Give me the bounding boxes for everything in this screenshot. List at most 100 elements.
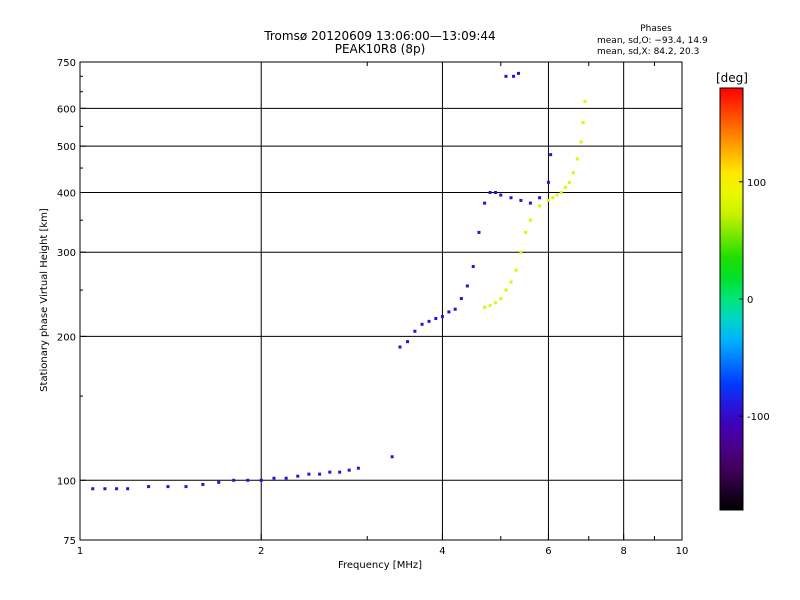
o-mode-point — [434, 316, 438, 320]
o-mode-point — [318, 472, 322, 476]
o-mode-point — [420, 322, 424, 326]
o-mode-point — [126, 487, 130, 491]
o-mode-point — [471, 265, 475, 269]
chart-subtitle: PEAK10R8 (8p) — [335, 42, 426, 56]
o-mode-point — [447, 310, 451, 314]
o-mode-point — [356, 466, 360, 470]
colorbar-label: [deg] — [716, 71, 748, 85]
chart-title: Tromsø 20120609 13:06:00—13:09:44 — [263, 29, 495, 43]
x-mode-point — [571, 171, 575, 175]
o-mode-point — [509, 196, 513, 200]
o-mode-point — [166, 485, 170, 489]
x-mode-point — [546, 198, 550, 202]
x-mode-point — [563, 185, 567, 189]
x-mode-point — [528, 218, 532, 222]
y-tick-label: 600 — [57, 104, 76, 115]
o-mode-point — [284, 476, 288, 480]
o-mode-point — [413, 329, 417, 333]
o-mode-point — [184, 485, 188, 489]
o-mode-point — [549, 153, 553, 157]
y-tick-label: 400 — [57, 188, 76, 199]
o-mode-point — [493, 190, 497, 194]
o-mode-point — [546, 180, 550, 184]
y-tick-label: 200 — [57, 332, 76, 343]
o-mode-point — [519, 198, 523, 202]
x-mode-point — [519, 250, 523, 254]
y-axis-label: Stationary phase Virtual Height [km] — [39, 208, 50, 392]
axes: 1 2 4 6 8 10 75 100 200 300 400 500 600 750 — [57, 58, 688, 557]
x-mode-point — [493, 301, 497, 305]
o-mode-point — [440, 315, 444, 319]
colorbar: 100 0 -100 — [719, 87, 770, 511]
o-mode-point — [201, 482, 205, 486]
data-points — [91, 71, 587, 491]
o-mode-point — [307, 472, 311, 476]
plot-area — [79, 61, 683, 541]
x-mode-point — [581, 121, 585, 125]
stats-x-mode: mean, sd,X: 84.2, 20.3 — [597, 47, 699, 57]
o-mode-point — [272, 476, 276, 480]
x-tick-label: 4 — [439, 546, 445, 557]
y-tick-label: 100 — [57, 476, 76, 487]
x-mode-point — [483, 305, 487, 309]
o-mode-point — [477, 230, 481, 234]
o-mode-point — [338, 470, 342, 474]
x-mode-point — [555, 193, 559, 197]
y-tick-label: 750 — [57, 58, 76, 69]
x-mode-point — [524, 230, 528, 234]
x-tick-label: 1 — [77, 546, 83, 557]
stats-o-mode: mean, sd,O: −93.4, 14.9 — [597, 36, 708, 46]
x-mode-point — [504, 288, 508, 292]
o-mode-point — [217, 480, 221, 484]
o-mode-point — [390, 455, 394, 459]
y-tick-label: 500 — [57, 142, 76, 153]
colorbar-tick-label: -100 — [747, 412, 770, 423]
x-tick-label: 10 — [676, 546, 689, 557]
y-tick-label: 75 — [63, 536, 76, 547]
x-mode-point — [538, 204, 542, 208]
o-mode-point — [406, 340, 410, 344]
o-mode-point — [246, 478, 250, 482]
stats-heading: Phases — [640, 24, 672, 34]
o-mode-point — [259, 478, 263, 482]
o-mode-point — [232, 478, 236, 482]
x-mode-point — [579, 140, 583, 144]
o-mode-point — [398, 345, 402, 349]
x-mode-point — [509, 280, 513, 284]
x-mode-point — [551, 196, 555, 200]
o-mode-point — [538, 196, 542, 200]
o-mode-point — [115, 487, 119, 491]
colorbar-tick-label: 100 — [747, 178, 766, 189]
o-mode-point — [147, 485, 151, 489]
plot-frame — [79, 61, 683, 541]
x-mode-point — [514, 268, 518, 272]
x-tick-label: 2 — [258, 546, 264, 557]
o-mode-point — [459, 297, 463, 301]
x-tick-label: 6 — [545, 546, 551, 557]
o-mode-point — [328, 470, 332, 474]
grid — [80, 62, 682, 540]
x-mode-point — [583, 100, 587, 104]
x-axis-label: Frequency [MHz] — [338, 560, 422, 571]
o-mode-point — [453, 307, 457, 311]
y-tick-label: 300 — [57, 248, 76, 259]
colorbar-tick-label: 0 — [747, 295, 753, 306]
o-mode-point — [528, 201, 532, 205]
x-tick-label: 8 — [620, 546, 626, 557]
o-mode-point — [516, 71, 520, 75]
x-mode-point — [559, 190, 563, 194]
o-mode-point — [103, 487, 107, 491]
o-mode-point — [465, 284, 469, 288]
o-mode-point — [499, 193, 503, 197]
x-mode-point — [567, 180, 571, 184]
o-mode-point — [488, 190, 492, 194]
x-mode-point — [488, 304, 492, 308]
o-mode-point — [91, 487, 95, 491]
o-mode-point — [483, 201, 487, 205]
o-mode-point — [296, 474, 300, 478]
o-mode-point — [504, 74, 508, 78]
o-mode-point — [427, 319, 431, 323]
o-mode-point — [347, 468, 351, 472]
x-mode-point — [575, 157, 579, 161]
